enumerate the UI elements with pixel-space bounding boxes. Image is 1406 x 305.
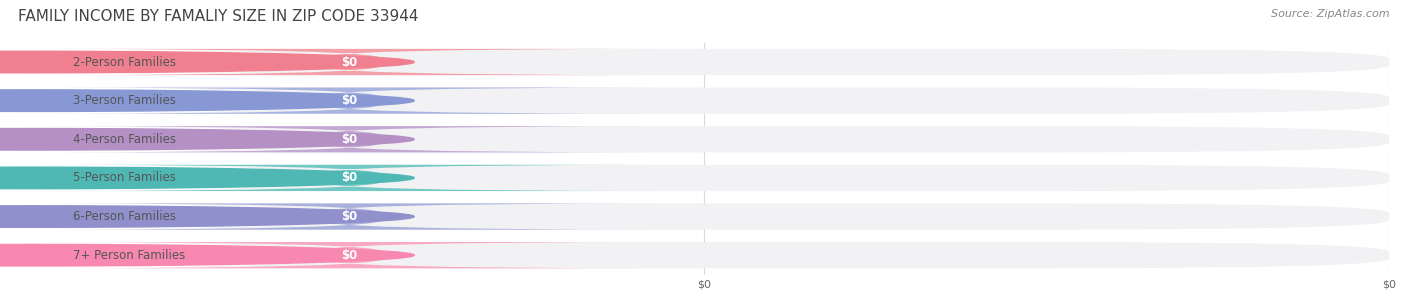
Text: $0: $0: [342, 133, 357, 146]
FancyBboxPatch shape: [18, 88, 1389, 114]
Text: Source: ZipAtlas.com: Source: ZipAtlas.com: [1271, 9, 1389, 19]
Text: $0: $0: [342, 210, 357, 223]
FancyBboxPatch shape: [0, 88, 368, 114]
Text: 6-Person Families: 6-Person Families: [73, 210, 176, 223]
FancyBboxPatch shape: [0, 126, 368, 152]
Text: 2-Person Families: 2-Person Families: [73, 56, 176, 69]
FancyBboxPatch shape: [39, 242, 659, 268]
Text: $0: $0: [342, 56, 357, 69]
Circle shape: [0, 90, 415, 111]
Circle shape: [0, 128, 415, 150]
FancyBboxPatch shape: [18, 49, 1389, 75]
Text: 7+ Person Families: 7+ Person Families: [73, 249, 186, 262]
FancyBboxPatch shape: [39, 88, 659, 114]
FancyBboxPatch shape: [39, 126, 659, 152]
FancyBboxPatch shape: [39, 165, 659, 191]
Text: $0: $0: [342, 249, 357, 262]
FancyBboxPatch shape: [18, 165, 1389, 191]
FancyBboxPatch shape: [0, 203, 368, 230]
FancyBboxPatch shape: [0, 242, 368, 268]
FancyBboxPatch shape: [39, 49, 659, 75]
Circle shape: [0, 206, 415, 227]
Text: 4-Person Families: 4-Person Families: [73, 133, 176, 146]
FancyBboxPatch shape: [0, 49, 368, 75]
FancyBboxPatch shape: [0, 165, 368, 191]
Circle shape: [0, 244, 415, 266]
FancyBboxPatch shape: [18, 126, 1389, 152]
Circle shape: [0, 167, 415, 189]
Text: $0: $0: [342, 94, 357, 107]
FancyBboxPatch shape: [18, 203, 1389, 230]
Circle shape: [0, 51, 415, 73]
Text: 5-Person Families: 5-Person Families: [73, 171, 176, 185]
Text: $0: $0: [342, 171, 357, 185]
Text: FAMILY INCOME BY FAMALIY SIZE IN ZIP CODE 33944: FAMILY INCOME BY FAMALIY SIZE IN ZIP COD…: [18, 9, 419, 24]
FancyBboxPatch shape: [39, 203, 659, 230]
FancyBboxPatch shape: [18, 242, 1389, 268]
Text: 3-Person Families: 3-Person Families: [73, 94, 176, 107]
